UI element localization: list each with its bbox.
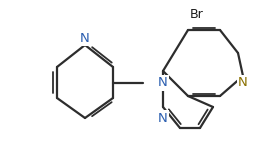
Text: N: N (158, 76, 168, 90)
Text: Br: Br (190, 8, 204, 21)
Text: N: N (238, 76, 248, 90)
Text: N: N (158, 111, 168, 125)
Text: N: N (80, 31, 90, 45)
